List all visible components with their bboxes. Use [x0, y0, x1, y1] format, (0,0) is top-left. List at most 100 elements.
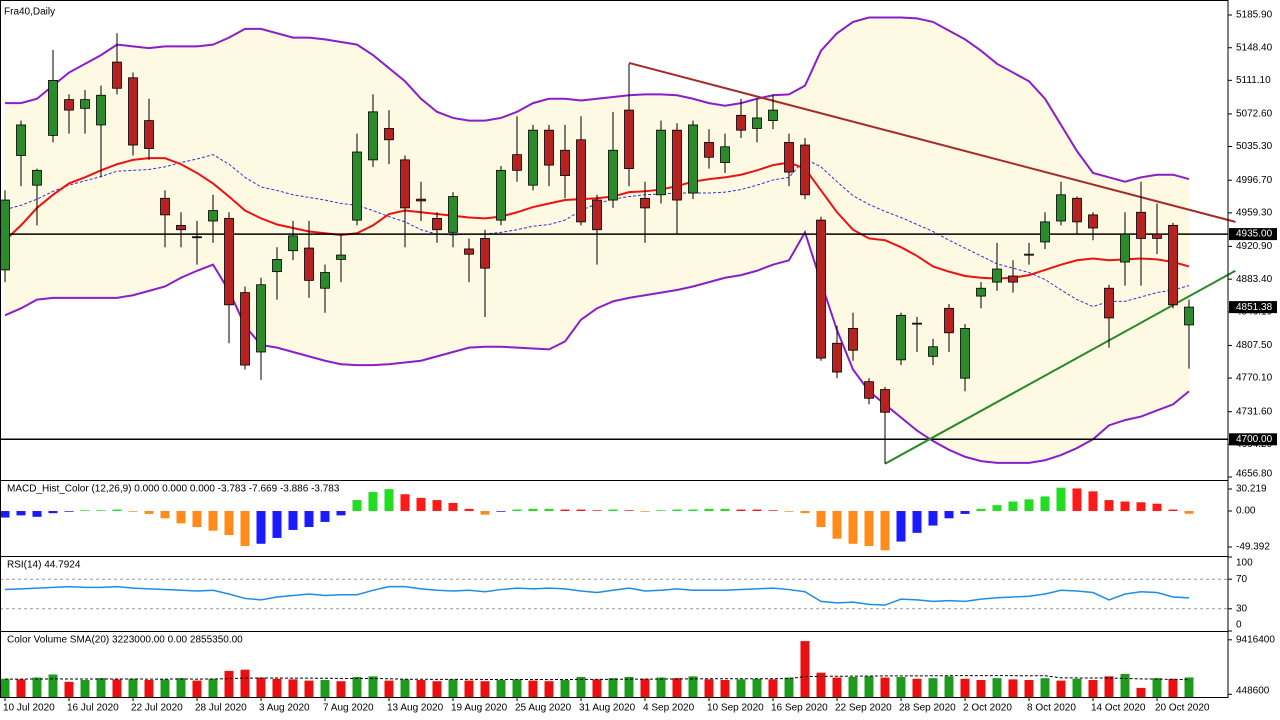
histogram-bar	[208, 511, 218, 531]
candle-body	[192, 236, 202, 239]
histogram-bar	[608, 509, 618, 511]
histogram-bar	[608, 678, 618, 697]
candle-body	[208, 210, 218, 222]
candle-body	[1136, 211, 1146, 239]
histogram-bar	[944, 511, 954, 519]
histogram-bar	[112, 509, 122, 511]
histogram-bar	[848, 676, 858, 697]
candle-body	[784, 142, 794, 173]
histogram-bar	[848, 511, 858, 544]
x-tick-label: 28 Sep 2020	[899, 703, 956, 714]
histogram-bar	[880, 511, 890, 551]
histogram-bar	[272, 678, 282, 697]
candle-body	[144, 120, 154, 149]
candle-body	[432, 217, 442, 231]
last-price-box	[1229, 301, 1277, 314]
histogram-bar	[560, 679, 570, 697]
candle-body	[224, 217, 234, 306]
candle-body	[736, 114, 746, 131]
level-label-box	[1229, 228, 1277, 241]
candle-body	[880, 389, 890, 413]
candle-body	[800, 144, 810, 196]
histogram-bar	[1072, 488, 1082, 511]
histogram-bar	[272, 511, 282, 538]
histogram-bar	[1168, 678, 1178, 697]
histogram-bar	[640, 511, 650, 512]
histogram-bar	[1056, 680, 1066, 697]
candle-body	[896, 314, 906, 361]
candle-body	[544, 129, 554, 166]
histogram-bar	[480, 511, 490, 515]
histogram-bar	[112, 679, 122, 697]
y-tick-label: 448600	[1236, 686, 1270, 697]
histogram-bar	[32, 677, 42, 697]
candle-body	[1056, 194, 1066, 222]
y-tick-label: 30.219	[1236, 484, 1267, 495]
histogram-bar	[768, 510, 778, 511]
x-tick-label: 20 Oct 2020	[1155, 703, 1210, 714]
histogram-bar	[144, 679, 154, 697]
candle-body	[704, 142, 714, 158]
histogram-bar	[880, 677, 890, 697]
y-tick-label: 0	[1236, 620, 1242, 631]
histogram-bar	[960, 511, 970, 514]
candle-body	[592, 199, 602, 231]
candle-body	[688, 124, 698, 194]
y-tick-label: 9416400	[1236, 634, 1275, 645]
candle-body	[624, 109, 634, 170]
histogram-bar	[160, 679, 170, 697]
histogram-bar	[496, 679, 506, 697]
candle-body	[1152, 233, 1162, 239]
histogram-bar	[1152, 678, 1162, 697]
x-tick-label: 31 Aug 2020	[579, 703, 636, 714]
histogram-bar	[1152, 503, 1162, 511]
candle-body	[992, 268, 1002, 283]
histogram-bar	[128, 678, 138, 697]
candle-body	[176, 224, 186, 231]
x-tick-label: 22 Sep 2020	[835, 703, 892, 714]
histogram-bar	[352, 500, 362, 511]
panel-title: MACD_Hist_Color (12,26,9) 0.000 0.000 0.…	[7, 484, 340, 495]
candle-body	[1184, 306, 1194, 326]
candle-body	[64, 99, 74, 111]
histogram-bar	[368, 676, 378, 697]
candle-body	[320, 272, 330, 289]
histogram-bar	[0, 511, 10, 518]
histogram-bar	[752, 678, 762, 697]
histogram-bar	[288, 511, 298, 530]
candle-body	[720, 146, 730, 163]
histogram-bar	[544, 508, 554, 511]
candle-body	[672, 129, 682, 201]
histogram-bar	[448, 502, 458, 511]
histogram-bar	[1104, 500, 1114, 511]
histogram-bar	[928, 511, 938, 526]
histogram-bar	[192, 511, 202, 528]
candle-body	[976, 287, 986, 297]
histogram-bar	[640, 678, 650, 697]
candle-body	[1024, 253, 1034, 256]
histogram-bar	[416, 497, 426, 511]
y-tick-label: 5035.30	[1236, 141, 1273, 152]
histogram-bar	[896, 676, 906, 697]
histogram-bar	[816, 511, 826, 528]
histogram-bar	[1088, 679, 1098, 697]
y-tick-label: 4920.90	[1236, 241, 1273, 252]
histogram-bar	[912, 678, 922, 697]
histogram-bar	[224, 511, 234, 536]
histogram-bar	[1024, 679, 1034, 697]
candle-body	[48, 80, 58, 136]
histogram-bar	[80, 510, 90, 511]
histogram-bar	[0, 678, 10, 697]
histogram-bar	[1184, 511, 1194, 514]
y-tick-label: 5111.10	[1236, 75, 1271, 86]
histogram-bar	[80, 679, 90, 697]
histogram-bar	[400, 494, 410, 511]
histogram-bar	[1040, 496, 1050, 511]
histogram-bar	[1072, 678, 1082, 697]
histogram-bar	[160, 511, 170, 519]
candle-body	[512, 154, 522, 171]
candle-body	[912, 322, 922, 325]
histogram-bar	[896, 511, 906, 542]
x-tick-label: 2 Oct 2020	[963, 703, 1012, 714]
